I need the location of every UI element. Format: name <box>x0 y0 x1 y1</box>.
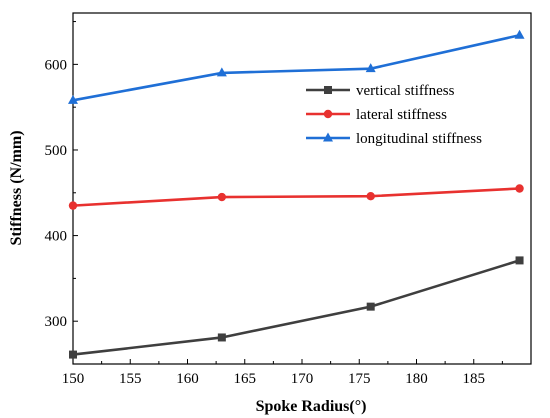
data-point <box>366 192 375 201</box>
legend-item: lateral stiffness <box>306 107 447 123</box>
y-tick-label: 300 <box>45 314 68 330</box>
legend-label: vertical stiffness <box>356 83 455 99</box>
data-point <box>515 256 524 265</box>
legend-item: longitudinal stiffness <box>306 131 482 147</box>
legend-marker <box>324 86 332 94</box>
y-tick-label: 600 <box>45 57 68 73</box>
x-axis-ticks: 150 155 160 165 170 175 180 185 <box>62 359 503 387</box>
y-tick-label: 500 <box>45 143 68 159</box>
series-line <box>72 187 520 207</box>
series-lateral-stiffness <box>68 184 524 210</box>
data-point <box>366 302 375 311</box>
x-axis-title: Spoke Radius(°) <box>256 398 367 415</box>
series-line <box>72 33 520 102</box>
data-point <box>217 192 227 202</box>
y-tick-label: 400 <box>45 229 68 245</box>
x-tick-label: 180 <box>405 371 428 387</box>
series-vertical-stiffness <box>69 256 524 359</box>
data-point <box>68 94 78 104</box>
data-point <box>514 29 525 39</box>
y-axis-ticks: 300 400 500 600 <box>45 21 78 330</box>
data-point <box>216 67 227 77</box>
legend-item: vertical stiffness <box>306 83 455 99</box>
x-tick-label: 175 <box>348 371 371 387</box>
x-tick-label: 185 <box>463 371 486 387</box>
x-tick-label: 155 <box>119 371 142 387</box>
series-line <box>72 259 520 356</box>
legend-label: longitudinal stiffness <box>356 131 482 147</box>
y-axis-title: Stiffness (N/mm) <box>8 130 25 245</box>
x-tick-label: 170 <box>291 371 314 387</box>
legend-marker <box>323 132 333 142</box>
data-point <box>68 201 78 210</box>
x-tick-label: 150 <box>62 371 85 387</box>
legend: vertical stiffness lateral stiffness longi… <box>306 83 482 147</box>
series-longitudinal-stiffness <box>68 29 525 104</box>
data-point <box>217 333 226 342</box>
plot-area-border <box>72 12 532 365</box>
legend-label: lateral stiffness <box>356 107 447 123</box>
plot-frame <box>72 12 532 365</box>
x-tick-label: 165 <box>234 371 257 387</box>
x-tick-label: 160 <box>176 371 199 387</box>
series-layer <box>68 29 525 359</box>
data-point <box>365 63 376 73</box>
data-point <box>69 350 77 359</box>
data-point <box>515 184 524 193</box>
legend-marker <box>323 109 333 119</box>
